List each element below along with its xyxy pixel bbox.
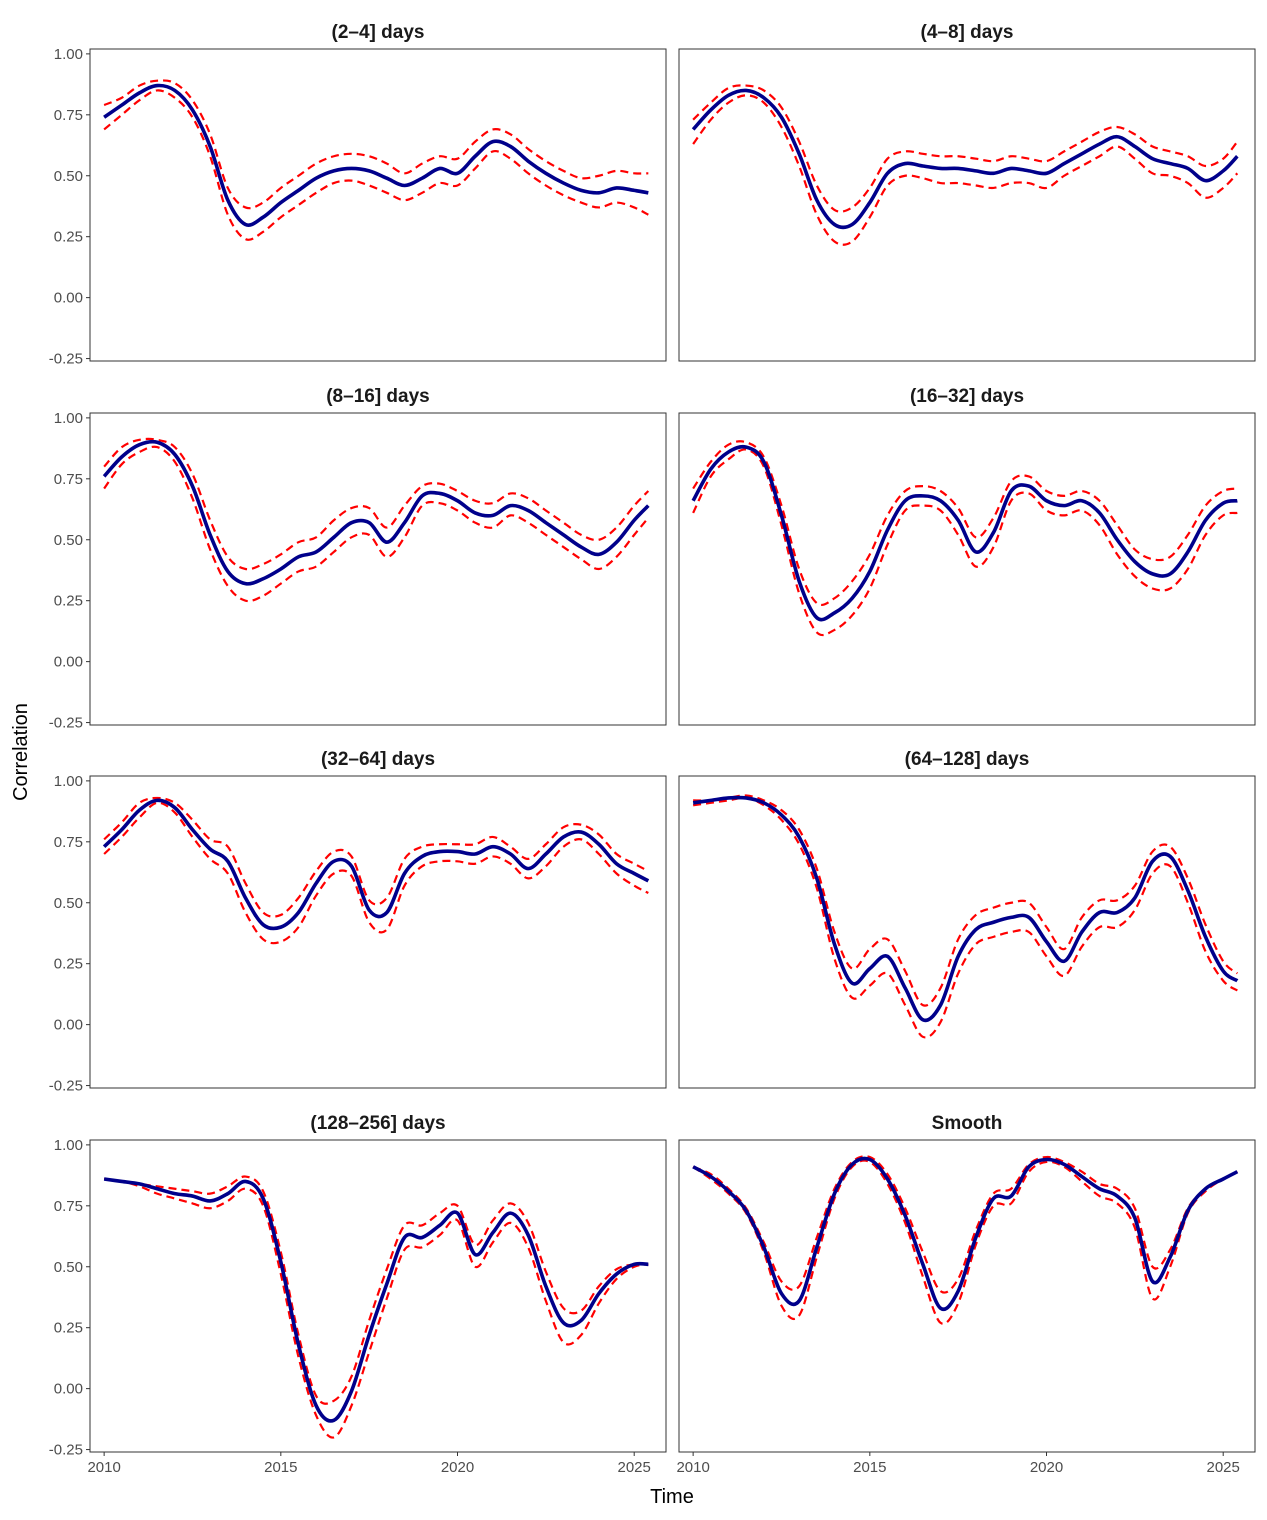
panel-lines bbox=[692, 794, 1239, 1039]
y-tick-label: 0.00 bbox=[54, 1381, 83, 1398]
x-axis-label: Time bbox=[650, 1486, 694, 1508]
x-tick-label: 2015 bbox=[853, 1459, 886, 1476]
panel-border bbox=[89, 1139, 667, 1453]
y-tick-label: 0.50 bbox=[54, 895, 83, 912]
y-tick-label: -0.25 bbox=[49, 1078, 83, 1095]
panel-border bbox=[678, 412, 1256, 726]
panel-border bbox=[89, 412, 667, 726]
estimate-line bbox=[692, 1156, 1239, 1312]
estimate-line bbox=[691, 444, 1238, 622]
panel: (128–256] days -0.25 0.00 0.25 0.50 0.75 1.00 2… bbox=[49, 1113, 667, 1476]
y-tick-label: 0.00 bbox=[54, 654, 83, 671]
panel-title: (128–256] days bbox=[310, 1113, 445, 1134]
estimate-line bbox=[102, 439, 650, 586]
x-tick-label: 2025 bbox=[1207, 1459, 1240, 1476]
estimate-line bbox=[692, 795, 1239, 1023]
x-tick-label: 2020 bbox=[1030, 1459, 1063, 1476]
y-tick-label: 0.75 bbox=[54, 1198, 83, 1215]
upper-bound-line bbox=[692, 84, 1239, 213]
x-tick-label: 2010 bbox=[676, 1459, 709, 1476]
y-tick-label: 1.00 bbox=[54, 773, 83, 790]
y-tick-label: 0.00 bbox=[54, 1017, 83, 1034]
y-tick-label: -0.25 bbox=[49, 351, 83, 368]
panel: Smooth 2010 2015 2020 2025 bbox=[676, 1113, 1256, 1476]
y-tick-label: 0.75 bbox=[54, 834, 83, 851]
panel-lines bbox=[692, 1155, 1239, 1325]
panel-border bbox=[678, 775, 1256, 1089]
lower-bound-line bbox=[692, 448, 1238, 637]
upper-bound-line bbox=[103, 437, 650, 571]
y-tick-label: 0.50 bbox=[54, 168, 83, 185]
panel-lines bbox=[102, 796, 650, 945]
y-tick-label: 0.50 bbox=[54, 1259, 83, 1276]
upper-bound-line bbox=[103, 796, 649, 918]
y-axis-label: Correlation bbox=[10, 703, 32, 801]
x-tick-label: 2015 bbox=[264, 1459, 297, 1476]
x-tick-label: 2020 bbox=[441, 1459, 474, 1476]
panel: (4–8] days bbox=[678, 22, 1256, 362]
estimate-line bbox=[103, 1177, 649, 1423]
lower-bound-line bbox=[692, 796, 1238, 1039]
panels-container: (2–4] days -0.25 0.00 0.25 0.50 0.75 1.00 (4–8]… bbox=[49, 22, 1256, 1476]
panel: (64–128] days bbox=[678, 749, 1256, 1089]
panel-lines bbox=[691, 84, 1239, 246]
y-tick-label: 1.00 bbox=[54, 46, 83, 63]
panel-title: (16–32] days bbox=[910, 386, 1024, 407]
upper-bound-line bbox=[103, 79, 649, 210]
panel-border bbox=[678, 48, 1256, 362]
x-tick-label: 2025 bbox=[618, 1459, 651, 1476]
estimate-line bbox=[102, 798, 650, 931]
panel: (16–32] days bbox=[678, 386, 1256, 726]
y-tick-label: 1.00 bbox=[54, 410, 83, 427]
panel-title: Smooth bbox=[932, 1113, 1003, 1134]
y-tick-label: 0.25 bbox=[54, 593, 83, 610]
y-tick-label: 0.25 bbox=[54, 1320, 83, 1337]
lower-bound-line bbox=[692, 94, 1239, 246]
panel: (2–4] days -0.25 0.00 0.25 0.50 0.75 1.00 bbox=[49, 22, 667, 368]
y-tick-label: 1.00 bbox=[54, 1137, 83, 1154]
upper-bound-line bbox=[692, 440, 1238, 607]
y-tick-label: 0.75 bbox=[54, 107, 83, 124]
panel-lines bbox=[691, 440, 1238, 637]
panel: (32–64] days -0.25 0.00 0.25 0.50 0.75 1.00 bbox=[49, 749, 667, 1095]
y-tick-label: 0.75 bbox=[54, 471, 83, 488]
upper-bound-line bbox=[693, 794, 1239, 1007]
y-tick-label: -0.25 bbox=[49, 1442, 83, 1459]
panel-border bbox=[678, 1139, 1256, 1453]
y-tick-label: 0.25 bbox=[54, 229, 83, 246]
panel-lines bbox=[103, 79, 649, 241]
y-tick-label: 0.25 bbox=[54, 956, 83, 973]
panel-title: (32–64] days bbox=[321, 749, 435, 770]
estimate-line bbox=[691, 88, 1239, 230]
panel-title: (4–8] days bbox=[921, 22, 1014, 43]
panel: (8–16] days -0.25 0.00 0.25 0.50 0.75 1.00 bbox=[49, 386, 667, 732]
panel-title: (2–4] days bbox=[332, 22, 425, 43]
y-tick-label: -0.25 bbox=[49, 715, 83, 732]
panel-lines bbox=[102, 437, 650, 603]
y-tick-label: 0.50 bbox=[54, 532, 83, 549]
lower-bound-line bbox=[692, 1159, 1238, 1325]
panel-title: (8–16] days bbox=[326, 386, 430, 407]
lower-bound-line bbox=[103, 89, 649, 241]
lower-bound-line bbox=[103, 1177, 649, 1439]
panel-border bbox=[89, 48, 667, 362]
x-tick-label: 2010 bbox=[87, 1459, 120, 1476]
panel-lines bbox=[103, 1175, 649, 1439]
upper-bound-line bbox=[103, 1175, 649, 1405]
estimate-line bbox=[103, 83, 649, 227]
y-tick-label: 0.00 bbox=[54, 290, 83, 307]
panel-border bbox=[89, 775, 667, 1089]
panel-title: (64–128] days bbox=[905, 749, 1030, 770]
